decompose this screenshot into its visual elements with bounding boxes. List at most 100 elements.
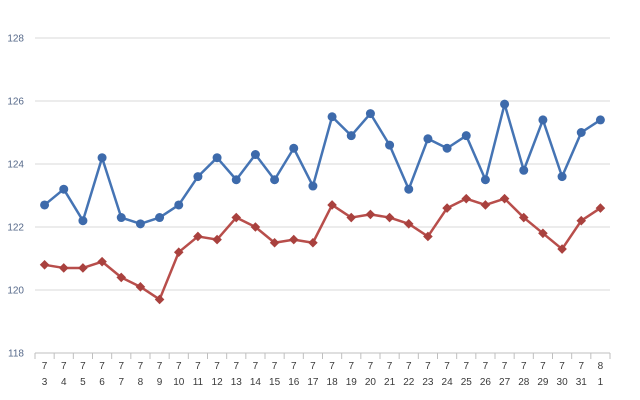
x-tick-label-month: 7 bbox=[444, 361, 450, 372]
x-tick-label-month: 7 bbox=[483, 361, 489, 372]
y-tick-label: 120 bbox=[7, 286, 24, 297]
series-1-point bbox=[40, 200, 50, 210]
series-1-point bbox=[404, 184, 414, 194]
series-1-point bbox=[385, 140, 395, 150]
x-tick-label-day: 15 bbox=[269, 377, 281, 388]
x-tick-label-day: 30 bbox=[557, 377, 569, 388]
series-1-point bbox=[116, 213, 126, 223]
series-2-point bbox=[403, 219, 414, 229]
x-tick-label-day: 9 bbox=[157, 377, 163, 388]
x-tick-label-day: 14 bbox=[250, 377, 262, 388]
series-1-point bbox=[595, 115, 605, 125]
x-tick-label-day: 18 bbox=[327, 377, 339, 388]
series-1-point bbox=[231, 175, 241, 185]
series-2-point bbox=[538, 228, 548, 239]
x-axis: 7374757677787971071171271371471571671771… bbox=[34, 352, 611, 388]
x-tick-label-month: 7 bbox=[329, 361, 335, 372]
series-1-point bbox=[500, 99, 510, 109]
x-tick-label-month: 7 bbox=[559, 361, 565, 372]
series-2-point bbox=[461, 193, 472, 204]
x-tick-label-day: 5 bbox=[80, 377, 86, 388]
series-2-point bbox=[595, 203, 606, 213]
series-2-point bbox=[557, 244, 567, 254]
x-tick-label-month: 7 bbox=[310, 361, 316, 372]
x-tick-label-day: 31 bbox=[576, 377, 588, 388]
series-2-point bbox=[576, 215, 587, 226]
x-tick-label-day: 3 bbox=[42, 377, 48, 388]
series-1-point bbox=[557, 172, 567, 182]
series-2-point bbox=[193, 231, 203, 242]
x-tick-label-day: 27 bbox=[499, 377, 511, 388]
series-2-point bbox=[212, 234, 222, 245]
x-tick-label-month: 7 bbox=[195, 361, 201, 372]
series-1-point bbox=[365, 109, 375, 119]
x-tick-label-day: 7 bbox=[118, 377, 124, 388]
x-tick-label-month: 7 bbox=[253, 361, 259, 372]
series-1-point bbox=[327, 112, 337, 122]
x-tick-label-month: 7 bbox=[368, 361, 374, 372]
x-tick-label-month: 7 bbox=[502, 361, 508, 372]
x-tick-label-month: 7 bbox=[233, 361, 239, 372]
x-tick-label-day: 22 bbox=[403, 377, 415, 388]
series-1-point bbox=[423, 134, 433, 144]
x-tick-label-day: 6 bbox=[99, 377, 105, 388]
y-gridlines bbox=[35, 37, 610, 291]
series-1-point bbox=[308, 181, 318, 191]
series-2-point bbox=[423, 231, 433, 242]
series-1-point bbox=[174, 200, 184, 210]
series-2-point bbox=[480, 200, 491, 210]
series-2-point bbox=[154, 294, 165, 305]
x-tick-label-month: 7 bbox=[463, 361, 469, 372]
x-tick-label-month: 7 bbox=[157, 361, 163, 372]
series-1-point bbox=[289, 143, 299, 153]
x-tick-label-month: 7 bbox=[521, 361, 527, 372]
series-2-point bbox=[135, 282, 146, 292]
x-tick-label-month: 7 bbox=[425, 361, 431, 372]
series-2-point bbox=[97, 256, 107, 267]
series-1-point bbox=[193, 172, 203, 182]
x-tick-label-month: 7 bbox=[118, 361, 124, 372]
series-1-point bbox=[270, 175, 280, 185]
x-tick-label-month: 7 bbox=[406, 361, 412, 372]
x-tick-label-day: 17 bbox=[307, 377, 319, 388]
x-tick-label-day: 19 bbox=[346, 377, 358, 388]
x-tick-label-day: 23 bbox=[422, 377, 434, 388]
x-tick-label-day: 20 bbox=[365, 377, 377, 388]
x-tick-label-month: 7 bbox=[387, 361, 393, 372]
x-tick-label-day: 10 bbox=[173, 377, 185, 388]
series-lines bbox=[43, 102, 602, 301]
series-2-point bbox=[327, 200, 337, 210]
series-2-point bbox=[384, 212, 395, 223]
series-2-point bbox=[499, 193, 510, 204]
x-tick-label-day: 21 bbox=[384, 377, 396, 388]
series-2-point bbox=[58, 263, 69, 273]
x-tick-label-day: 29 bbox=[537, 377, 549, 388]
series-1-point bbox=[461, 131, 471, 141]
x-tick-label-day: 12 bbox=[212, 377, 224, 388]
x-tick-label-day: 24 bbox=[442, 377, 454, 388]
y-axis-tick-labels: 118 120 122 124 126 128 bbox=[7, 34, 24, 360]
x-tick-label-month: 7 bbox=[61, 361, 67, 372]
series-2-point bbox=[346, 212, 357, 223]
x-tick-label-day: 25 bbox=[461, 377, 473, 388]
series-2-point bbox=[250, 222, 261, 232]
y-tick-label: 122 bbox=[7, 223, 24, 234]
x-tick-label-month: 7 bbox=[80, 361, 86, 372]
series-1-point bbox=[442, 143, 452, 153]
y-tick-label: 118 bbox=[8, 349, 24, 360]
x-tick-label-month: 7 bbox=[214, 361, 220, 372]
series-1-point bbox=[250, 150, 260, 160]
x-tick-label-month: 7 bbox=[291, 361, 297, 372]
x-tick-label-month: 7 bbox=[99, 361, 105, 372]
series-2-point bbox=[116, 272, 127, 283]
series-1-point bbox=[346, 131, 356, 141]
y-tick-label: 124 bbox=[7, 160, 24, 171]
series-1-point bbox=[480, 175, 490, 185]
x-tick-label-month: 7 bbox=[42, 361, 48, 372]
series-2-point bbox=[173, 247, 184, 257]
series-markers bbox=[39, 99, 606, 305]
x-tick-label-day: 11 bbox=[193, 377, 204, 388]
x-tick-label-day: 8 bbox=[138, 377, 144, 388]
x-tick-label-day: 1 bbox=[598, 377, 604, 388]
